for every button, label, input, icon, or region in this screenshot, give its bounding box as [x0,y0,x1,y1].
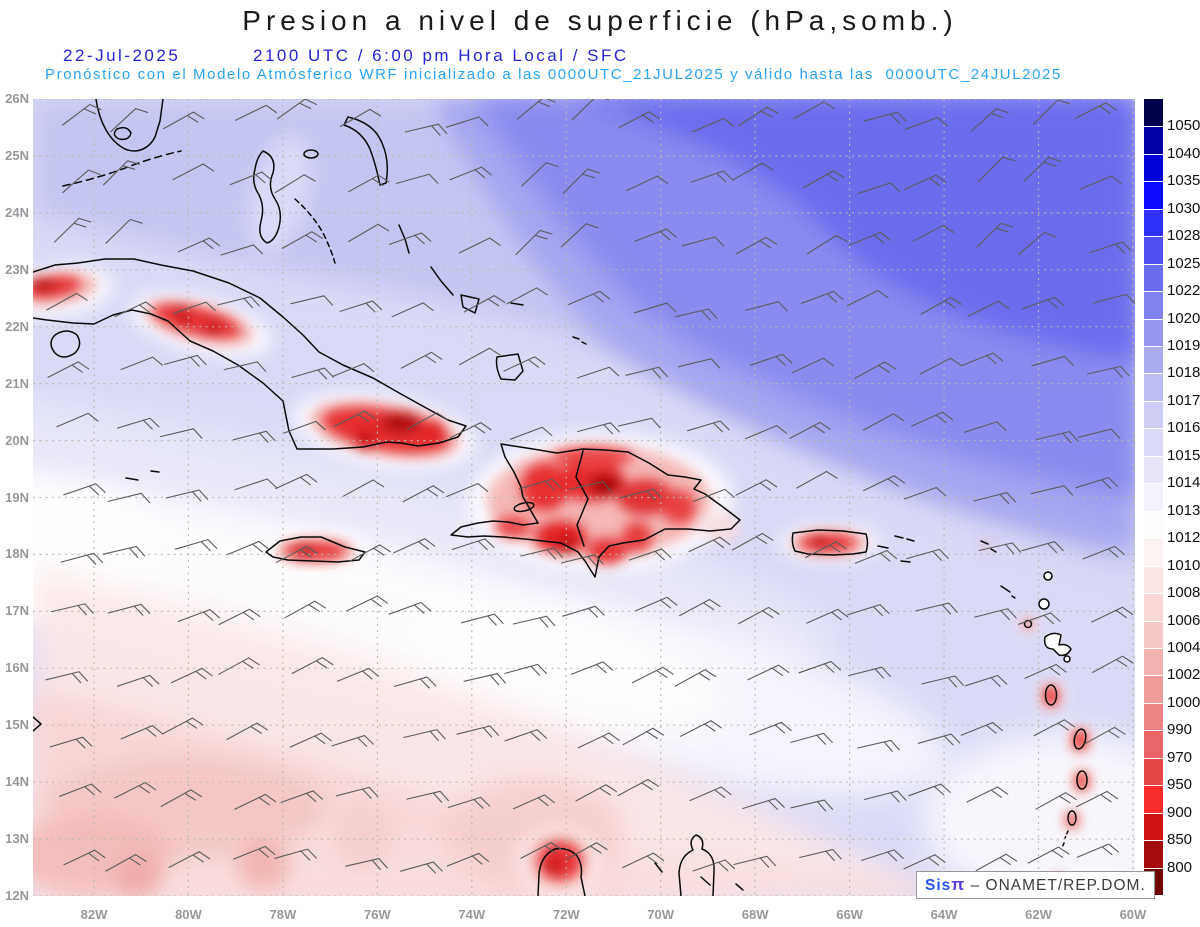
lat-label: 14N [5,774,29,790]
page-title: Presion a nivel de superficie (hPa,somb.… [242,5,958,36]
colorbar-cell [1144,840,1163,868]
colorbar-cell [1144,236,1163,264]
colorbar-cell [1144,318,1163,347]
colorbar-cell [1144,812,1163,841]
colorbar-tick-label: 1012 [1167,529,1200,547]
lon-label: 62W [1025,907,1052,922]
colorbar-cell [1144,99,1163,127]
lon-label: 70W [647,907,675,922]
lat-label: 22N [5,318,29,334]
colorbar-tick-label: 1013 [1167,501,1200,519]
lon-label: 78W [269,907,297,922]
colorbar-tick-label: 1018 [1167,364,1200,382]
colorbar-cell [1144,565,1163,594]
lat-label: 17N [5,603,29,619]
forecast-valid-time: 2100 UTC / 6:00 pm Hora Local / SFC [253,46,629,65]
lon-label: 76W [363,907,391,922]
colorbar-cell [1144,400,1163,429]
grid-lines [33,99,1135,896]
lat-label: 23N [5,261,29,277]
watermark-pi-icon: π [951,875,966,894]
colorbar-tick-label: 1035 [1167,172,1200,190]
lat-label: 26N [5,91,29,106]
colorbar-cell [1144,593,1163,621]
colorbar-tick-label: 850 [1167,831,1193,849]
colorbar-cell [1144,757,1163,786]
lat-label: 20N [5,432,29,448]
forecast-model-description: Pronóstico con el Modelo Atmósferico WRF… [45,66,1062,83]
colorbar-cell [1144,126,1163,154]
lat-label: 24N [5,204,29,220]
lon-label: 72W [552,907,580,922]
lat-label: 12N [5,888,29,904]
colorbar-cell [1144,181,1163,209]
colorbar-cell [1144,153,1163,182]
colorbar-tick-label: 1006 [1167,611,1200,629]
colorbar-cell [1144,428,1163,456]
lat-label: 16N [5,660,29,676]
colorbar-cell [1144,291,1163,319]
coastlines [33,99,1088,896]
colorbar [1144,99,1163,895]
colorbar-cell [1144,785,1163,813]
pressure-map-canvas [33,99,1135,896]
lat-label: 25N [5,147,29,163]
colorbar-tick-label: 1002 [1167,666,1200,684]
colorbar-tick-label: 1008 [1167,584,1200,602]
colorbar-tick-label: 1017 [1167,391,1200,409]
colorbar-tick-label: 1019 [1167,337,1200,355]
colorbar-tick-label: 970 [1167,748,1193,766]
colorbar-tick-label: 1014 [1167,474,1200,492]
lon-label: 82W [80,907,108,922]
colorbar-tick-label: 990 [1167,721,1193,739]
wind-barbs [45,99,1135,874]
colorbar-cell [1144,346,1163,374]
colorbar-tick-label: 1010 [1167,556,1200,574]
lon-label: 60W [1119,907,1147,922]
watermark-org: – ONAMET/REP.DOM. [965,877,1146,894]
colorbar-tick-label: 1020 [1167,309,1200,327]
lon-label: 68W [741,907,769,922]
colorbar-tick-label: 1028 [1167,227,1200,245]
pressure-field [33,99,1135,896]
lon-label: 80W [175,907,202,922]
lon-label: 66W [836,907,863,922]
colorbar-cell [1144,675,1163,703]
lat-label: 21N [5,375,29,391]
colorbar-cell [1144,455,1163,484]
colorbar-cell [1144,538,1163,566]
colorbar-cell [1144,483,1163,511]
lat-label: 18N [5,546,29,562]
colorbar-cell [1144,620,1163,648]
colorbar-tick-label: 1025 [1167,254,1200,272]
lat-label: 15N [5,717,29,733]
lon-label: 64W [930,907,958,922]
colorbar-cell [1144,208,1163,237]
colorbar-tick-label: 1015 [1167,446,1200,464]
colorbar-tick-label: 950 [1167,776,1193,794]
watermark: Sisπ – ONAMET/REP.DOM. [916,871,1155,899]
colorbar-tick-label: 800 [1167,858,1193,876]
lon-label: 74W [458,907,486,922]
colorbar-tick-label: 1040 [1167,144,1200,162]
colorbar-tick-label: 1000 [1167,693,1200,711]
watermark-brand: Sis [925,877,952,894]
colorbar-cell [1144,647,1163,676]
colorbar-tick-label: 900 [1167,803,1193,821]
colorbar-cell [1144,702,1163,731]
lat-label: 13N [5,831,29,847]
colorbar-cell [1144,263,1163,292]
colorbar-tick-label: 1050 [1167,117,1200,135]
colorbar-cell [1144,510,1163,539]
colorbar-cell [1144,730,1163,758]
colorbar-tick-label: 1004 [1167,638,1200,656]
colorbar-tick-label: 1030 [1167,199,1200,217]
forecast-date: 22-Jul-2025 [63,46,181,65]
colorbar-tick-label: 1016 [1167,419,1200,437]
colorbar-cell [1144,373,1163,401]
lat-label: 19N [5,489,29,505]
colorbar-tick-label: 1022 [1167,282,1200,300]
